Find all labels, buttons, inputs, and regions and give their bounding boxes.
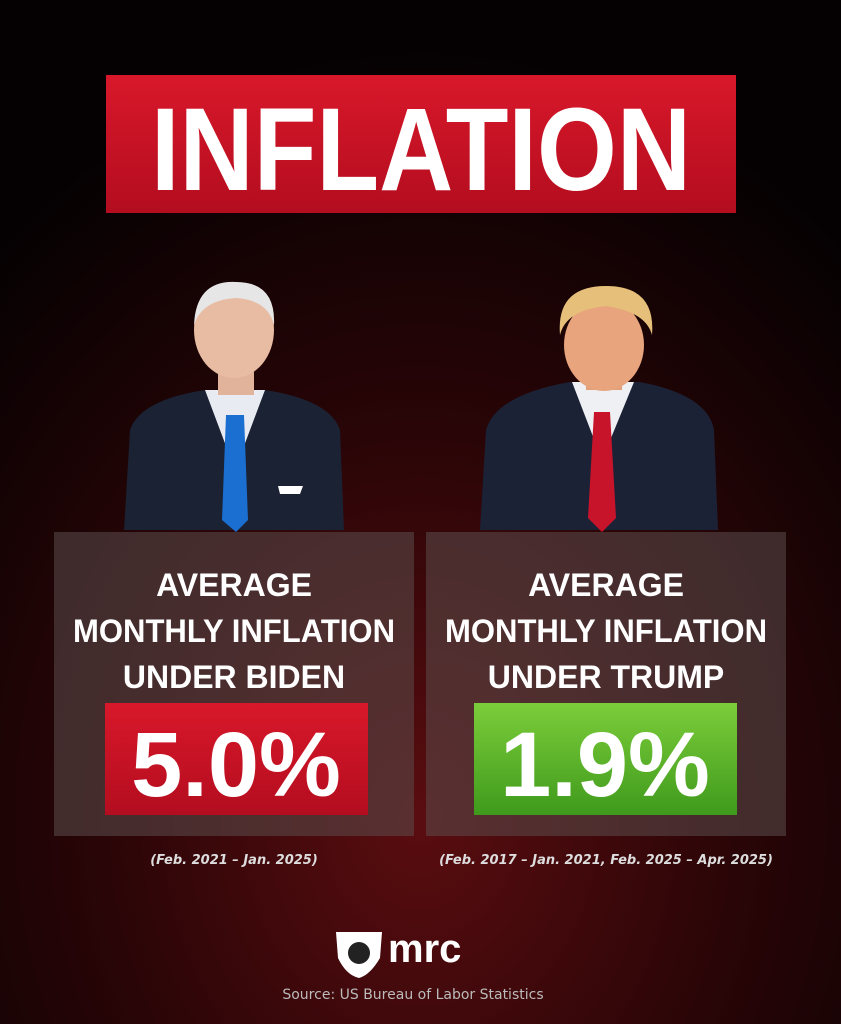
- logo: mrc: [336, 927, 461, 978]
- panel-label: AVERAGE: [156, 567, 312, 603]
- portrait-right: [480, 286, 718, 532]
- panel-label: UNDER BIDEN: [123, 659, 345, 695]
- panel-period: (Feb. 2021 – Jan. 2025): [150, 853, 318, 868]
- panel-period: (Feb. 2017 – Jan. 2021, Feb. 2025 – Apr.…: [439, 853, 773, 868]
- panel-right: AVERAGE MONTHLY INFLATION UNDER TRUMP 1.…: [426, 532, 786, 868]
- panel-label: MONTHLY INFLATION: [445, 613, 767, 649]
- panel-value: 1.9%: [500, 714, 710, 816]
- panel-label: MONTHLY INFLATION: [73, 613, 395, 649]
- value-box: [105, 703, 368, 815]
- panel-value: 5.0%: [131, 714, 341, 816]
- panel-left: AVERAGE MONTHLY INFLATION UNDER BIDEN 5.…: [54, 532, 414, 868]
- source-note: Source: US Bureau of Labor Statistics: [282, 987, 543, 1003]
- panel-label: AVERAGE: [528, 567, 684, 603]
- title-banner: [106, 75, 736, 213]
- portrait-left: [124, 281, 344, 532]
- logo-text: mrc: [388, 927, 461, 971]
- title: INFLATION: [151, 84, 691, 216]
- logo-emblem: [348, 942, 370, 964]
- panel-label: UNDER TRUMP: [488, 659, 724, 695]
- value-box: [474, 703, 737, 815]
